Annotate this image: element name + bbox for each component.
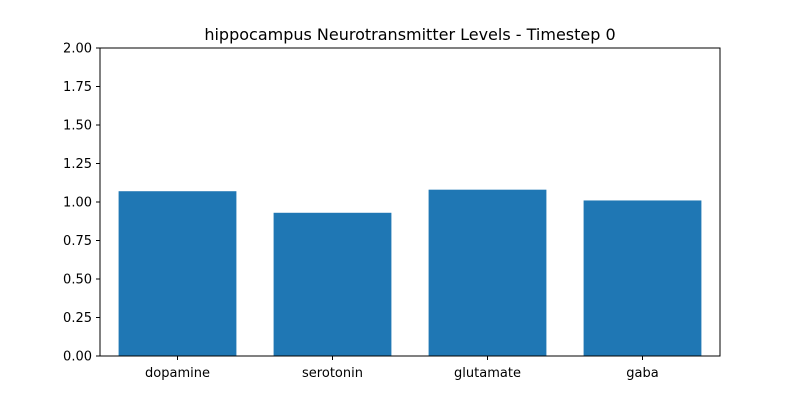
y-tick-label: 2.00: [63, 42, 92, 57]
y-tick-label: 0.50: [63, 273, 92, 288]
bar-glutamate: [428, 189, 547, 356]
x-axis: dopamine serotonin glutamate gaba: [145, 356, 659, 381]
y-axis: 0.00 0.25 0.50 0.75 1.00 1.25 1.50 1.75 2.00: [63, 42, 100, 365]
chart-title: hippocampus Neurotransmitter Levels - Ti…: [204, 25, 615, 44]
x-tick-label: dopamine: [145, 366, 210, 381]
y-tick-label: 1.75: [63, 80, 92, 95]
y-tick-label: 1.50: [63, 119, 92, 134]
y-tick-label: 1.00: [63, 196, 92, 211]
bar-serotonin: [273, 212, 392, 356]
y-tick-label: 0.75: [63, 234, 92, 249]
y-tick-label: 1.25: [63, 157, 92, 172]
bar-gaba: [583, 200, 702, 356]
y-tick-label: 0.00: [63, 350, 92, 365]
plot-frame: [99, 47, 721, 357]
y-tick-label: 0.25: [63, 311, 92, 326]
bars-group: [118, 189, 702, 356]
x-tick-label: glutamate: [454, 366, 521, 381]
x-tick-label: gaba: [626, 366, 658, 381]
bar-dopamine: [118, 191, 237, 356]
x-tick-label: serotonin: [302, 366, 363, 381]
